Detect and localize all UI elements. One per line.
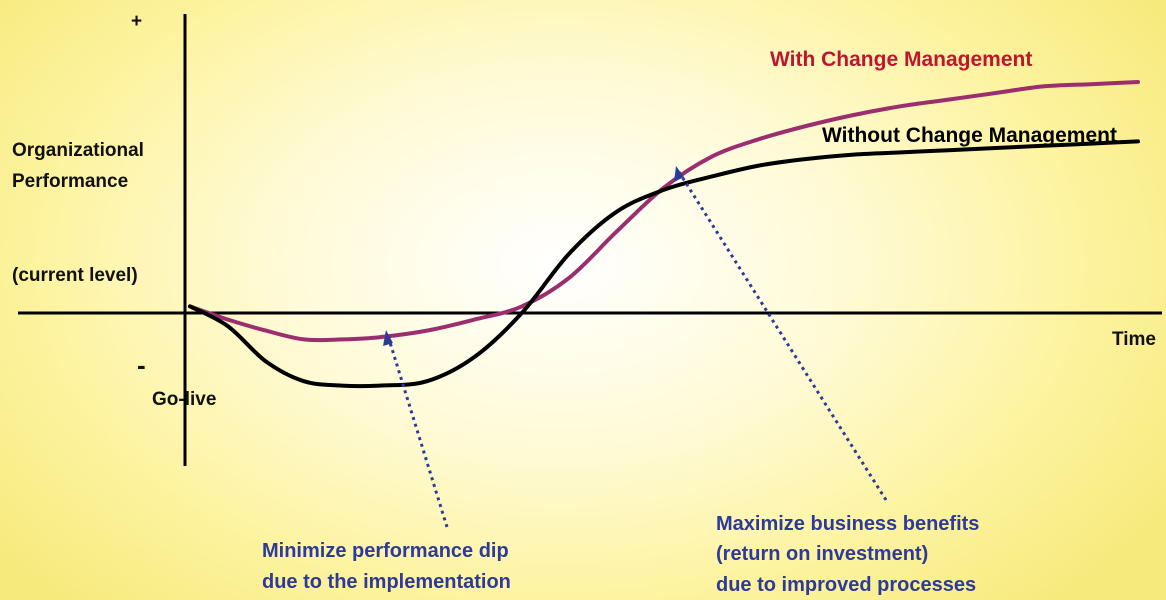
annotation-dip-line2: due to the implementation: [262, 571, 511, 593]
go-live-label: Go-live: [152, 389, 216, 410]
baseline-label: (current level): [12, 265, 138, 286]
y-axis-label-line1: Organizational: [12, 140, 144, 161]
series-line-without-change-management: [188, 139, 1140, 389]
y-axis-label-line2: Performance: [12, 171, 128, 192]
series-line-with-change-management: [188, 80, 1140, 343]
callout-arrow-dip: [383, 330, 449, 528]
x-axis-label: Time: [1112, 329, 1156, 350]
series-label-with-change-management: With Change Management: [770, 48, 1032, 71]
annotation-benefits-line1: Maximize business benefits: [716, 513, 979, 535]
annotation-benefits-line2: (return on investment): [716, 543, 928, 565]
annotation-benefits-line3: due to improved processes: [716, 574, 976, 596]
series-label-without-change-management: Without Change Management: [822, 124, 1117, 147]
callout-arrow-benefits: [674, 166, 888, 501]
y-plus-label: +: [131, 11, 142, 32]
annotation-dip-line1: Minimize performance dip: [262, 540, 509, 562]
y-minus-label: -: [137, 350, 146, 380]
